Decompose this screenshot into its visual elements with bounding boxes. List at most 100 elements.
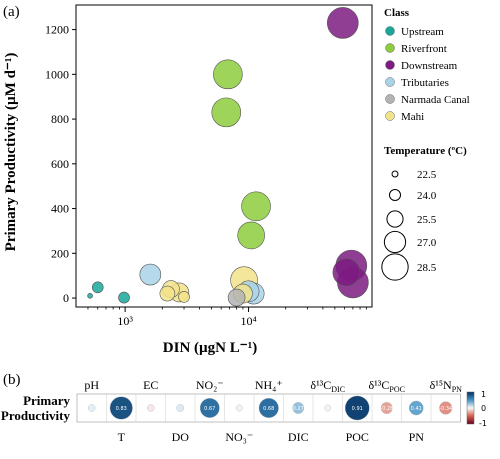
legend-marker [385, 60, 395, 70]
legend-class-list: Upstream Riverfront Downstream Tributaries N… [385, 26, 470, 123]
colorbar [466, 391, 475, 425]
correlation-circle [199, 398, 220, 418]
y-tick-label: 400 [51, 202, 69, 216]
correlation-circle [324, 404, 332, 412]
panel-b-label: (b) [3, 372, 21, 388]
legend-class-label: Downstream [401, 60, 458, 72]
correlation-value: -0.28 [380, 406, 393, 412]
correlation-label: PN [409, 430, 425, 444]
point-riverfront [213, 59, 243, 90]
legend-marker [385, 111, 395, 121]
legend-temp-label: 27.0 [417, 237, 437, 249]
correlation-value: 0.27 [293, 406, 304, 412]
legend-temperature-list: 22.5 24.0 25.5 27.0 28.5 [381, 169, 437, 281]
point-downstream [332, 258, 361, 287]
correlation-circle [109, 396, 133, 420]
colorbar-min-label: -1 [479, 419, 487, 428]
legend-class-label: Mahi [401, 111, 424, 123]
panel-a-label: (a) [3, 4, 20, 20]
legend: Class Upstream Riverfront Downstream Tribut… [381, 7, 470, 281]
correlation-value: 0.83 [116, 406, 127, 412]
colorbar-mid-label: 0 [481, 404, 486, 413]
legend-size-marker [386, 210, 404, 228]
y-tick-label: 800 [51, 112, 69, 126]
x-tick-label: 10³ [117, 314, 133, 328]
correlation-label: EC [143, 378, 158, 392]
correlation-label: NO₂⁻ [196, 378, 224, 392]
correlation-value: -0.34 [439, 406, 452, 412]
point-tributaries [139, 263, 162, 286]
correlation-circle [176, 404, 185, 412]
correlation-circle [344, 395, 370, 421]
correlation-label: NH₄⁺ [255, 378, 283, 392]
point-upstream [87, 293, 93, 299]
point-narmada-canal [227, 288, 246, 307]
legend-temperature-title: Temperature (ºC) [384, 145, 467, 157]
correlation-label: DO [172, 430, 190, 444]
legend-class-label: Tributaries [401, 77, 449, 89]
legend-marker [385, 77, 395, 87]
legend-marker [385, 26, 395, 36]
x-tick-label: 10⁴ [240, 314, 256, 328]
legend-class-label: Riverfront [401, 43, 447, 55]
correlation-label: POC [346, 430, 369, 444]
correlation-label: T [118, 430, 126, 444]
colorbar-max-label: 1 [481, 390, 486, 399]
correlation-circle [380, 402, 393, 415]
scatter-points [87, 7, 369, 307]
legend-temp-label: 22.5 [417, 169, 437, 181]
y-tick-label: 1200 [45, 23, 69, 37]
correlation-value: 0.68 [263, 406, 274, 412]
point-mahi [178, 291, 190, 303]
y-tick-label: 200 [51, 246, 69, 260]
correlation-row: pH 0.83 T EC DO 0.67 NO₂⁻ NO₃⁻ 0.68 NH₄⁺ 0.27 DIC δ¹… [76, 378, 463, 444]
point-mahi [159, 285, 176, 302]
plot-frame [75, 4, 373, 308]
point-riverfront [241, 191, 271, 222]
point-riverfront [237, 221, 265, 250]
correlation-circle [235, 404, 243, 412]
correlation-label: NO₃⁻ [225, 430, 253, 444]
correlation-label: δ¹³CDIC [310, 378, 345, 394]
point-downstream [326, 7, 359, 39]
correlation-label: δ¹³CPOC [369, 378, 405, 394]
legend-marker [385, 94, 395, 104]
correlation-value: 0.41 [411, 406, 422, 412]
point-riverfront [211, 97, 242, 128]
row-label-line2: Productivity [1, 408, 71, 423]
legend-size-marker [383, 230, 407, 254]
legend-temp-label: 25.5 [417, 214, 437, 226]
scatter-axes: 0 200 400 600 800 1000 1200 10³ 10⁴ [45, 4, 373, 328]
point-upstream [91, 281, 104, 294]
correlation-frame [76, 393, 461, 423]
y-tick-label: 0 [63, 291, 69, 305]
correlation-label: pH [84, 378, 99, 392]
correlation-value: 0.91 [352, 406, 363, 412]
legend-temp-label: 28.5 [417, 262, 437, 274]
correlation-circle [408, 400, 424, 416]
legend-class-label: Upstream [401, 26, 444, 38]
row-label-line1: Primary [23, 393, 70, 408]
correlation-circle [258, 398, 279, 419]
y-tick-label: 1000 [45, 67, 69, 81]
correlation-label: DIC [288, 430, 309, 444]
point-upstream [118, 291, 130, 304]
legend-marker [385, 43, 395, 53]
y-axis-label: Primary Productivity (µM d⁻¹) [3, 53, 19, 252]
y-tick-label: 600 [51, 157, 69, 171]
legend-class-label: Narmada Canal [401, 94, 470, 106]
correlation-circle [292, 402, 305, 414]
correlation-circle [147, 404, 155, 412]
correlation-circle [439, 401, 453, 415]
legend-class-title: Class [384, 7, 410, 19]
legend-size-marker [381, 253, 409, 281]
legend-size-marker [391, 170, 399, 178]
legend-size-marker [388, 188, 402, 202]
correlation-value: 0.67 [204, 406, 215, 412]
correlation-label: δ¹⁵NPN [430, 378, 463, 394]
x-axis-label: DIN (µgN L⁻¹) [163, 340, 257, 356]
legend-temp-label: 24.0 [417, 190, 437, 202]
correlation-circle [88, 404, 96, 412]
